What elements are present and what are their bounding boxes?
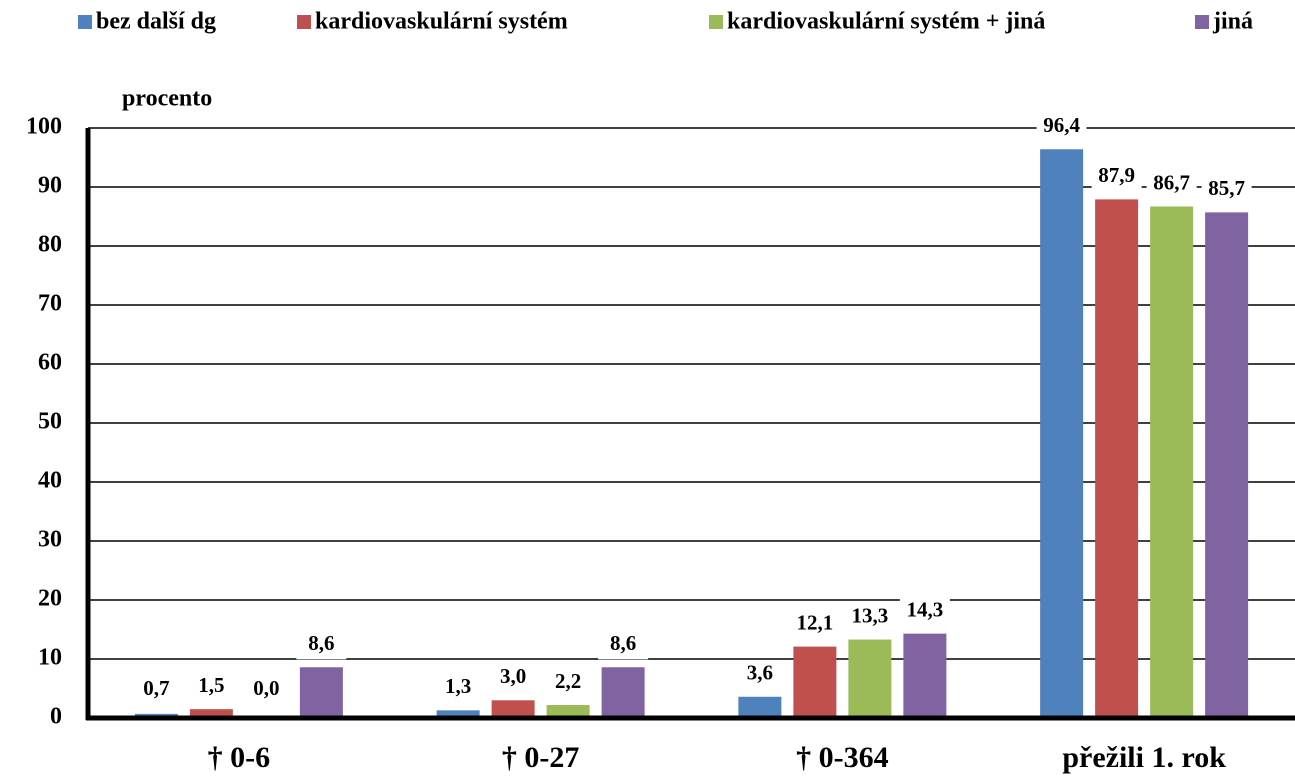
value-label-bg — [1091, 163, 1142, 192]
value-label-bg — [598, 631, 649, 660]
legend-label: bez další dg — [96, 9, 216, 35]
bar — [436, 710, 480, 718]
value-label: 1,5 — [198, 673, 224, 697]
y-tick-label: 100 — [26, 114, 62, 140]
value-label-bg — [488, 664, 539, 693]
value-label-bg — [1036, 113, 1087, 142]
value-label-bg — [1201, 176, 1252, 205]
value-label: 3,0 — [500, 664, 526, 688]
x-tick-label: přežili 1. rok — [1062, 741, 1226, 774]
bar — [299, 667, 343, 718]
legend-swatch — [78, 15, 92, 29]
bar — [738, 696, 782, 718]
y-tick-label: 60 — [38, 350, 62, 376]
value-label: 0,7 — [143, 676, 169, 700]
value-label: 1,3 — [445, 674, 471, 698]
legend-label: kardiovaskulární systém — [315, 9, 568, 35]
value-label: 8,6 — [308, 631, 334, 655]
legend-swatch — [1195, 15, 1209, 29]
y-tick-label: 50 — [38, 409, 62, 435]
y-axis-label: procento — [122, 86, 212, 112]
bar — [1040, 149, 1084, 719]
y-tick-label: 70 — [38, 291, 62, 317]
bar — [848, 639, 892, 718]
value-label-bg — [543, 669, 594, 698]
legend-swatch — [709, 15, 723, 29]
bar — [546, 705, 590, 718]
value-label-bg — [1146, 170, 1197, 199]
value-label: 86,7 — [1153, 170, 1190, 194]
value-label-bg — [131, 676, 182, 704]
x-tick-label: † 0-364 — [796, 741, 889, 774]
x-tick-label: † 0-27 — [502, 741, 580, 774]
y-tick-label: 40 — [38, 468, 62, 494]
bar — [601, 667, 645, 718]
bar — [1150, 206, 1194, 718]
y-tick-label: 0 — [50, 704, 62, 730]
value-label-bg — [789, 610, 840, 639]
value-label: 13,3 — [852, 603, 889, 627]
y-tick-label: 90 — [38, 173, 62, 199]
value-label-bg — [296, 631, 347, 660]
value-label-bg — [844, 603, 895, 632]
bar — [189, 709, 233, 718]
legend-label: jiná — [1212, 9, 1253, 35]
legend-label: kardiovaskulární systém + jiná — [727, 9, 1045, 35]
bar — [1095, 199, 1139, 718]
value-label-bg — [186, 673, 237, 702]
x-tick-label: † 0-6 — [208, 741, 271, 774]
value-label: 2,2 — [555, 669, 581, 693]
y-tick-label: 10 — [38, 645, 62, 671]
value-label: 12,1 — [797, 610, 834, 634]
y-tick-label: 80 — [38, 232, 62, 258]
value-label: 87,9 — [1098, 163, 1135, 187]
value-label-bg — [899, 597, 950, 626]
value-label-bg — [241, 676, 292, 704]
value-label: 3,6 — [747, 661, 773, 685]
value-label: 8,6 — [610, 631, 636, 655]
y-tick-label: 30 — [38, 527, 62, 553]
value-label-bg — [433, 674, 484, 703]
bar — [491, 700, 535, 718]
y-tick-label: 20 — [38, 586, 62, 612]
value-label: 0,0 — [253, 676, 279, 700]
bar — [903, 633, 947, 718]
value-label-bg — [734, 660, 785, 689]
legend-swatch — [297, 15, 311, 29]
bar — [1205, 212, 1249, 718]
value-label: 96,4 — [1043, 113, 1080, 137]
value-label: 14,3 — [907, 597, 944, 621]
value-label: 85,7 — [1208, 176, 1245, 200]
bar — [793, 646, 837, 718]
